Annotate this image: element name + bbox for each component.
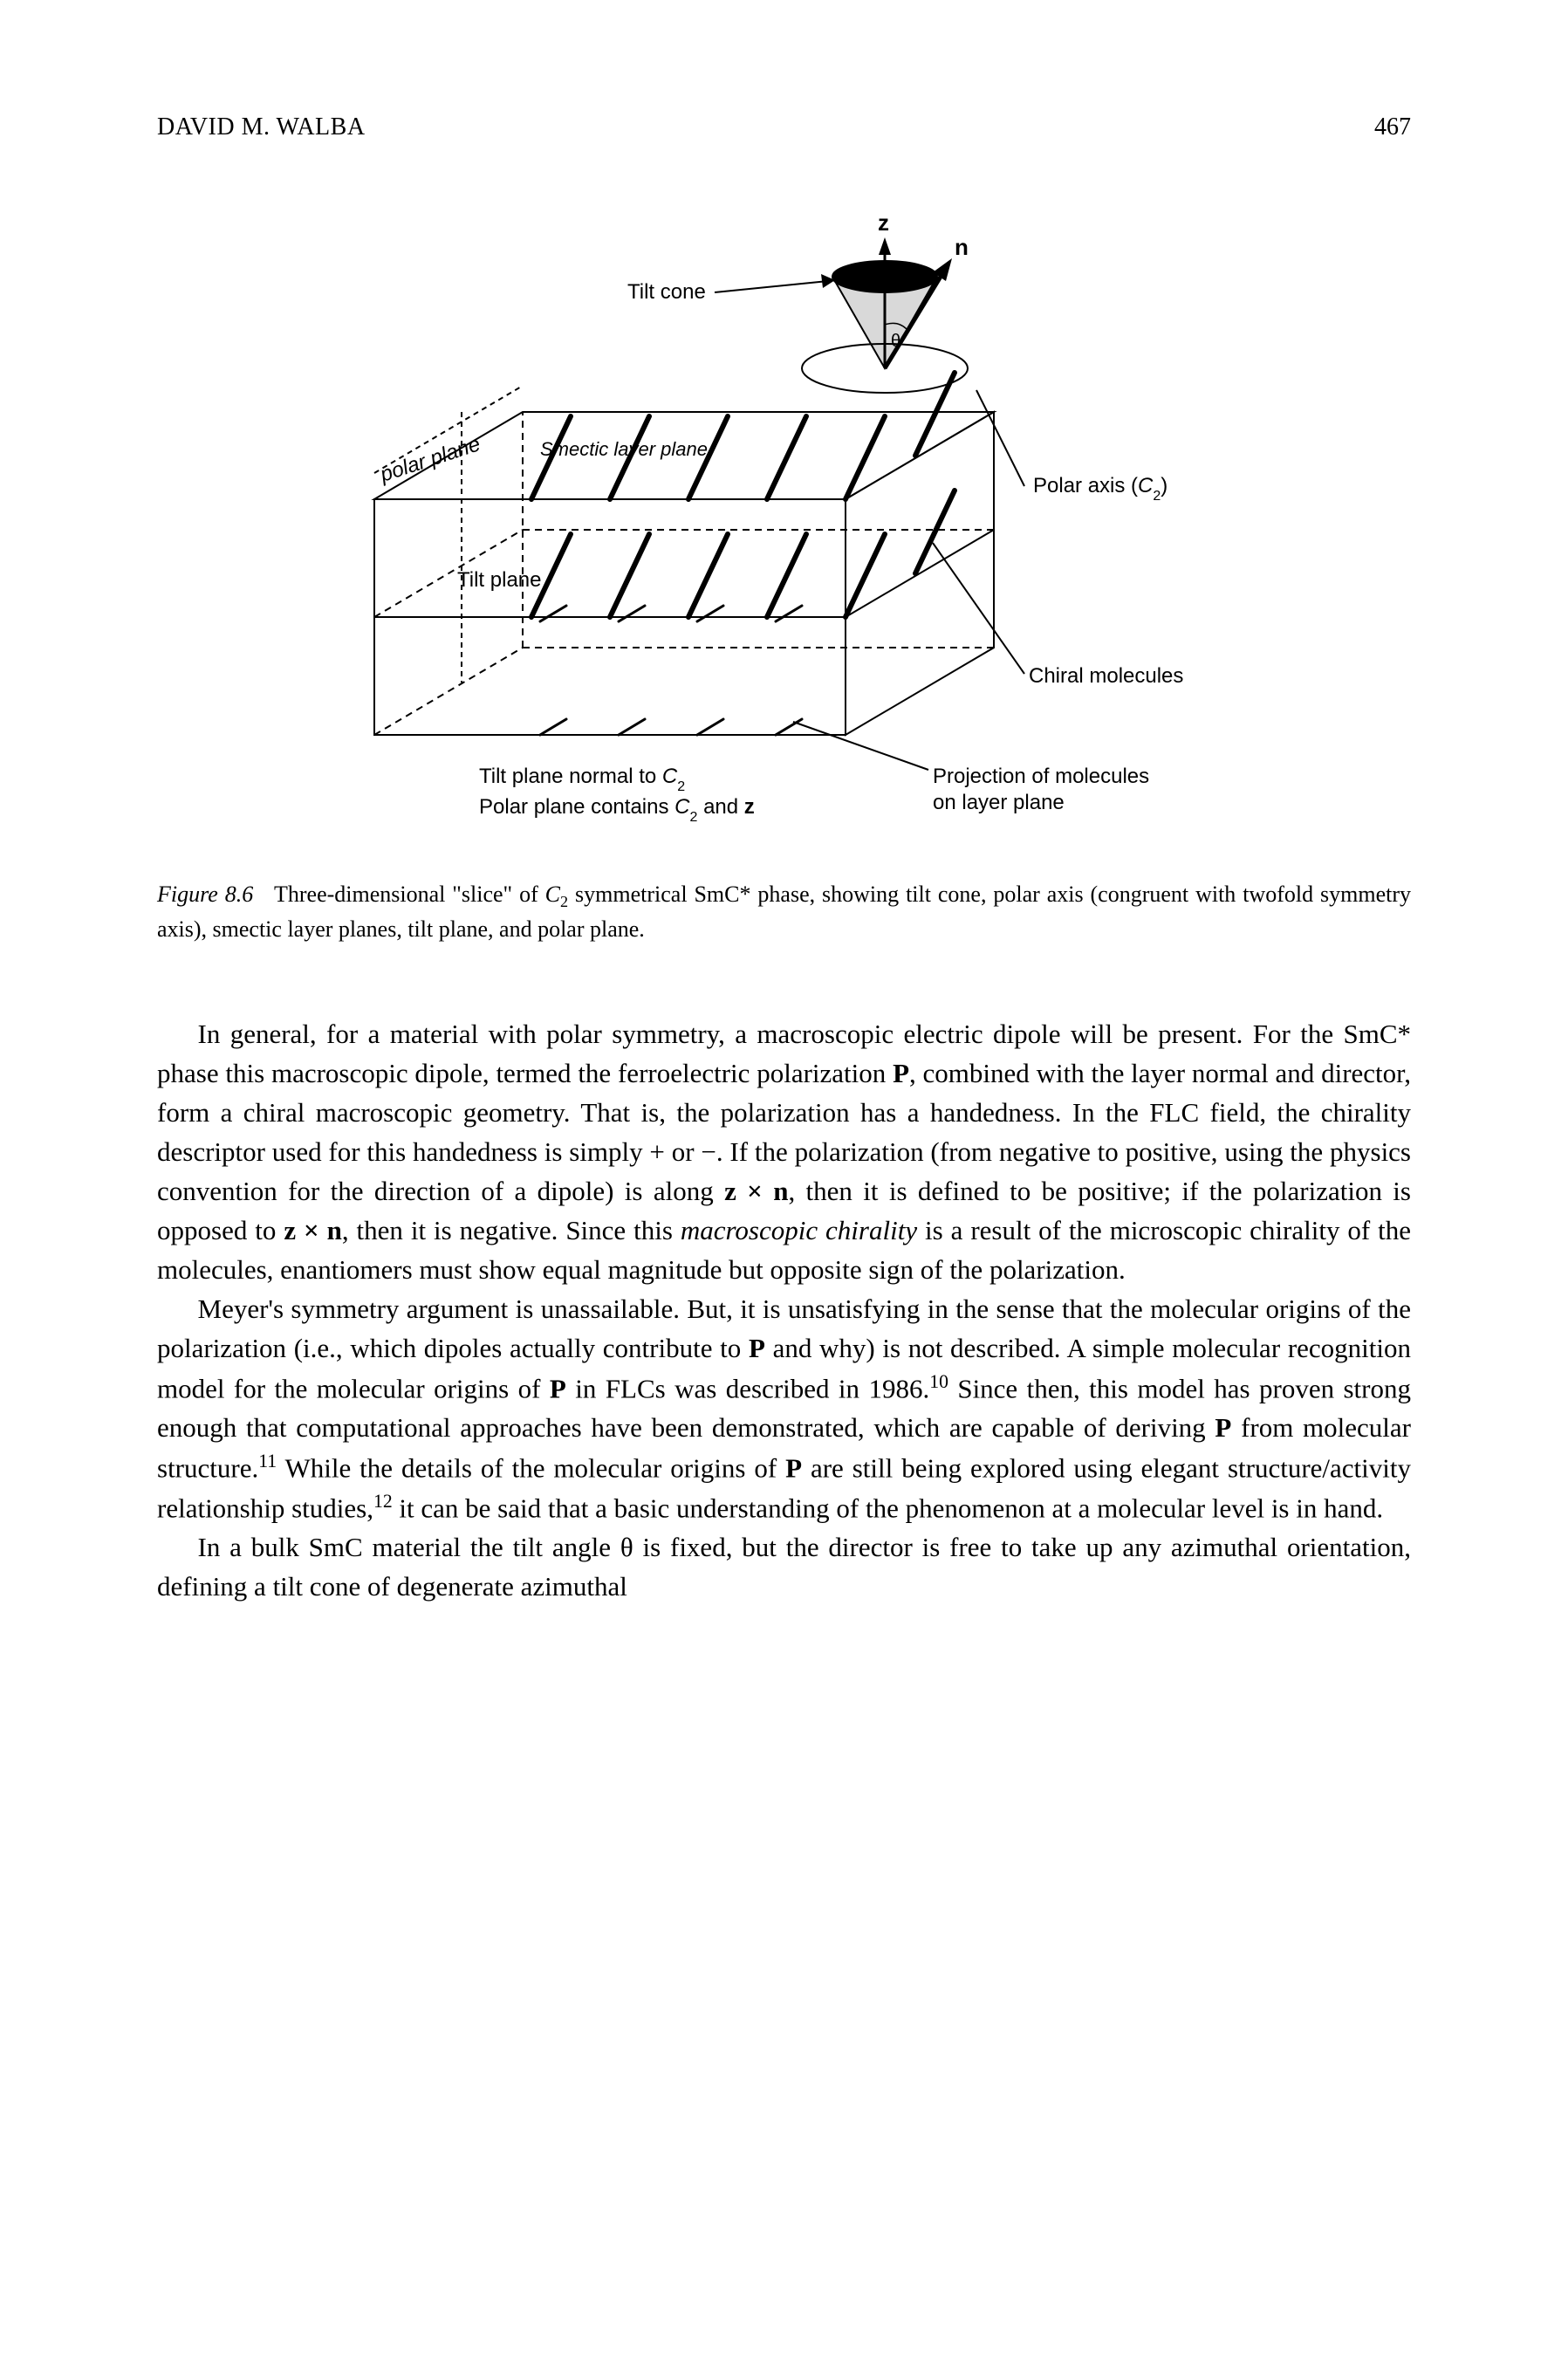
tilt-plane-normal-label: Tilt plane normal to C2	[479, 765, 685, 794]
projection-label-1: Projection of molecules	[933, 765, 1149, 788]
projection-label-2: on layer plane	[933, 791, 1065, 814]
page-header: DAVID M. WALBA 467	[157, 113, 1411, 141]
chiral-molecules-label: Chiral molecules	[1029, 664, 1183, 688]
paragraph-3: In a bulk SmC material the tilt angle θ …	[157, 1528, 1411, 1607]
figure-diagram: polar plane Smectic layer plane	[305, 194, 1264, 840]
paragraph-1: In general, for a material with polar sy…	[157, 1015, 1411, 1290]
polar-plane-label: polar plane	[376, 432, 483, 487]
polar-axis-label: Polar axis (C2)	[1033, 474, 1167, 504]
polar-plane-contains-label: Polar plane contains C2 and z	[479, 795, 755, 825]
paragraph-2: Meyer's symmetry argument is unassailabl…	[157, 1290, 1411, 1529]
tilt-cone-label: Tilt cone	[627, 280, 706, 304]
page-number: 467	[1374, 113, 1411, 141]
figure-caption-label: Figure 8.6	[157, 882, 253, 907]
z-axis-label: z	[878, 209, 889, 236]
theta-label: θ	[891, 332, 900, 351]
running-author: DAVID M. WALBA	[157, 113, 366, 141]
n-director-label: n	[955, 234, 969, 260]
figure-8-6: polar plane Smectic layer plane	[157, 194, 1411, 844]
body-text: In general, for a material with polar sy…	[157, 1015, 1411, 1607]
figure-caption: Figure 8.6 Three-dimensional "slice" of …	[157, 879, 1411, 945]
smectic-layer-plane-label: Smectic layer plane	[540, 438, 708, 460]
tilt-plane-label: Tilt plane	[457, 568, 542, 592]
